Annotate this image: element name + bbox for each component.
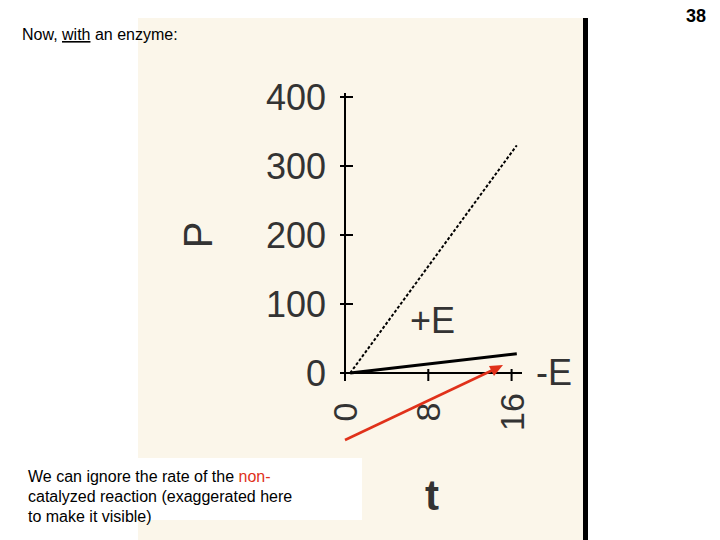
note-part: to make it visible) bbox=[28, 508, 152, 525]
y-tick bbox=[340, 165, 353, 167]
title-part: an enzyme: bbox=[90, 26, 177, 43]
series-label: +E bbox=[410, 300, 455, 341]
y-tick-label: 100 bbox=[266, 284, 326, 325]
title-part: Now, bbox=[22, 26, 62, 43]
series-label: -E bbox=[536, 352, 572, 393]
series-line bbox=[350, 145, 517, 373]
y-tick-label: 200 bbox=[266, 215, 326, 256]
y-tick-label: 0 bbox=[306, 353, 326, 394]
x-tick bbox=[344, 369, 346, 381]
x-axis-label: t bbox=[425, 472, 439, 519]
note-line: catalyzed reaction (exaggerated here bbox=[28, 488, 292, 505]
x-tick-label: 16 bbox=[493, 393, 531, 431]
arrow-head bbox=[489, 365, 503, 376]
slide-title: Now, with an enzyme: bbox=[22, 26, 178, 43]
note-part: We can ignore the rate of the bbox=[28, 468, 239, 485]
plot-area bbox=[350, 145, 517, 373]
y-tick bbox=[340, 303, 353, 305]
page-number: 38 bbox=[686, 6, 706, 26]
y-axis-label: P bbox=[176, 222, 220, 249]
y-tick bbox=[340, 234, 353, 236]
y-tick bbox=[340, 96, 353, 98]
note-line: to make it visible) bbox=[28, 508, 152, 525]
slide: Now, with an enzyme: 38 0 100 200 300 400 0 8 16 P… bbox=[0, 0, 720, 540]
title-part: with bbox=[61, 26, 90, 43]
x-tick-label: 0 bbox=[326, 403, 364, 422]
y-tick-label: 400 bbox=[266, 77, 326, 118]
x-tick bbox=[511, 369, 513, 381]
annotation-arrow bbox=[345, 369, 495, 440]
note-line: We can ignore the rate of the non- bbox=[28, 468, 271, 485]
x-tick-label: 8 bbox=[409, 403, 447, 422]
note-part: catalyzed reaction (exaggerated here bbox=[28, 488, 292, 505]
panel-border bbox=[583, 18, 588, 540]
y-tick-label: 300 bbox=[266, 146, 326, 187]
note-part: non- bbox=[239, 468, 271, 485]
x-tick bbox=[427, 369, 429, 381]
